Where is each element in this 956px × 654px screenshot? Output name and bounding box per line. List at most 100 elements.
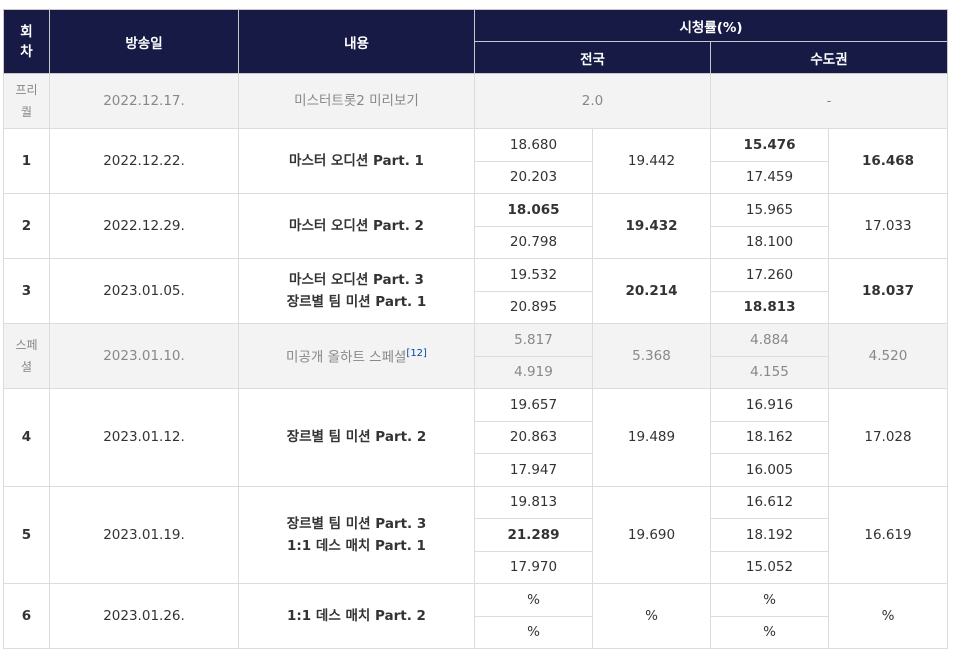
nationwide-part-cell: 17.947 <box>474 453 593 487</box>
capital-avg-cell: 16.619 <box>827 485 949 584</box>
airdate-cell: 2023.01.05. <box>49 258 239 324</box>
capital-avg-cell: % <box>827 583 949 649</box>
capital-part-cell: 4.884 <box>710 323 829 357</box>
title-cell: 미스터트롯2 미리보기 <box>238 73 475 129</box>
nationwide-part-cell: 18.680 <box>474 128 593 162</box>
title-line: 장르별 팀 미션 Part. 1 <box>286 294 427 310</box>
table-row: 17.947 16.005 <box>4 453 948 487</box>
title-cell: 마스터 오디션 Part. 1 <box>238 128 475 194</box>
capital-part-cell: 15.476 <box>710 128 829 162</box>
nationwide-part-cell: 19.532 <box>474 258 593 292</box>
airdate-cell: 2023.01.12. <box>49 388 239 487</box>
nationwide-avg-cell: 19.442 <box>592 128 711 194</box>
nationwide-part-cell: % <box>474 615 593 649</box>
nationwide-avg-cell: 19.489 <box>592 388 711 487</box>
title-cell: 마스터 오디션 Part. 2 <box>238 193 475 259</box>
nationwide-part-cell: 20.863 <box>474 420 593 454</box>
episode-cell: 6 <box>3 583 50 649</box>
nationwide-avg-cell: 20.214 <box>592 258 711 324</box>
title-line: 장르별 팀 미션 Part. 3 <box>286 515 427 532</box>
capital-avg-cell: 17.033 <box>827 193 949 259</box>
capital-part-cell: 18.100 <box>710 225 829 259</box>
airdate-cell: 2022.12.22. <box>49 128 239 194</box>
nationwide-part-cell: 20.203 <box>474 160 593 194</box>
title-cell: 마스터 오디션 Part. 3 장르별 팀 미션 Part. 1 <box>238 258 475 324</box>
table-row: 2 2022.12.29. 마스터 오디션 Part. 2 18.065 19.… <box>3 193 949 259</box>
nationwide-part-cell: 4.919 <box>474 355 593 389</box>
nationwide-part-cell: 20.895 <box>474 290 593 324</box>
capital-part-cell: 15.052 <box>710 550 829 584</box>
nationwide-avg-cell: 19.690 <box>592 485 711 584</box>
nationwide-avg-cell: 5.368 <box>592 323 711 389</box>
nationwide-avg-cell: % <box>592 583 711 649</box>
title-cell: 1:1 데스 매치 Part. 2 <box>238 583 475 649</box>
capital-part-cell: 15.965 <box>710 193 829 227</box>
header-airdate: 방송일 <box>49 9 239 74</box>
table-row: 20.203 17.459 <box>4 160 948 194</box>
capital-part-cell: 18.162 <box>710 420 829 454</box>
airdate-cell: 2022.12.29. <box>49 193 239 259</box>
header-nationwide: 전국 <box>474 41 711 74</box>
nationwide-cell: 2.0 <box>474 73 711 129</box>
capital-part-cell: 18.813 <box>710 290 829 324</box>
episode-cell: 3 <box>3 258 50 324</box>
header-content: 내용 <box>238 9 475 74</box>
ratings-table: 회 차 방송일 내용 시청률(%) 전국 수도권 프리 퀄 2022.12.17… <box>3 9 949 649</box>
episode-cell: 4 <box>3 388 50 487</box>
nationwide-part-cell: 19.813 <box>474 485 593 519</box>
airdate-cell: 2022.12.17. <box>49 73 239 129</box>
nationwide-part-cell: 17.970 <box>474 550 593 584</box>
capital-part-cell: 4.155 <box>710 355 829 389</box>
episode-cell: 프리 퀄 <box>3 73 50 129</box>
title-line: 1:1 데스 매치 Part. 1 <box>287 537 426 554</box>
episode-cell: 1 <box>3 128 50 194</box>
table-row: 4 2023.01.12. 장르별 팀 미션 Part. 2 19.657 19… <box>3 388 949 487</box>
airdate-cell: 2023.01.26. <box>49 583 239 649</box>
title-cell: 미공개 올하트 스페셜[12] <box>238 323 475 389</box>
title-line: 마스터 오디션 Part. 3 <box>289 272 424 288</box>
table-row: 스페 셜 2023.01.10. 미공개 올하트 스페셜[12] 5.817 5… <box>3 323 949 389</box>
nationwide-part-cell: 5.817 <box>474 323 593 357</box>
nationwide-part-cell: % <box>474 583 593 617</box>
episode-cell: 스페 셜 <box>3 323 50 389</box>
title-text: 미공개 올하트 스페셜 <box>286 349 407 366</box>
capital-avg-cell: 4.520 <box>827 323 949 389</box>
nationwide-part-cell: 18.065 <box>474 193 593 227</box>
capital-avg-cell: 18.037 <box>827 258 949 324</box>
capital-part-cell: % <box>710 615 829 649</box>
table-row: 3 2023.01.05. 마스터 오디션 Part. 3 장르별 팀 미션 P… <box>3 258 949 324</box>
nationwide-part-cell: 19.657 <box>474 388 593 422</box>
capital-part-cell: 18.192 <box>710 518 829 552</box>
episode-cell: 5 <box>3 485 50 584</box>
table-row: 프리 퀄 2022.12.17. 미스터트롯2 미리보기 2.0 - <box>3 73 949 129</box>
capital-part-cell: % <box>710 583 829 617</box>
table-row: 20.863 18.162 <box>4 420 948 454</box>
capital-part-cell: 16.612 <box>710 485 829 519</box>
capital-cell: - <box>709 73 949 129</box>
airdate-cell: 2023.01.10. <box>49 323 239 389</box>
capital-part-cell: 16.005 <box>710 453 829 487</box>
table-row: 4.919 4.155 <box>4 355 948 389</box>
header-capital: 수도권 <box>709 41 949 74</box>
capital-part-cell: 17.260 <box>710 258 829 292</box>
table-row: 21.289 18.192 <box>4 518 948 552</box>
table-row: 5 2023.01.19. 장르별 팀 미션 Part. 3 1:1 데스 매치… <box>3 485 949 584</box>
nationwide-part-cell: 21.289 <box>474 518 593 552</box>
title-cell: 장르별 팀 미션 Part. 2 <box>238 388 475 487</box>
header-ratings: 시청률(%) <box>473 9 949 42</box>
footnote-link[interactable]: [12] <box>406 348 427 360</box>
nationwide-part-cell: 20.798 <box>474 225 593 259</box>
capital-avg-cell: 17.028 <box>827 388 949 487</box>
table-row: 20.895 18.813 <box>4 290 948 324</box>
table-row: % % <box>4 615 948 649</box>
table-row: 6 2023.01.26. 1:1 데스 매치 Part. 2 % % % % <box>3 583 949 649</box>
capital-part-cell: 16.916 <box>710 388 829 422</box>
table-row: 17.970 15.052 <box>4 550 948 584</box>
title-cell: 장르별 팀 미션 Part. 3 1:1 데스 매치 Part. 1 <box>238 485 475 584</box>
capital-part-cell: 17.459 <box>710 160 829 194</box>
table-row: 1 2022.12.22. 마스터 오디션 Part. 1 18.680 19.… <box>3 128 949 194</box>
capital-avg-cell: 16.468 <box>827 128 949 194</box>
nationwide-avg-cell: 19.432 <box>592 193 711 259</box>
header-episode: 회 차 <box>3 9 50 74</box>
episode-cell: 2 <box>3 193 50 259</box>
